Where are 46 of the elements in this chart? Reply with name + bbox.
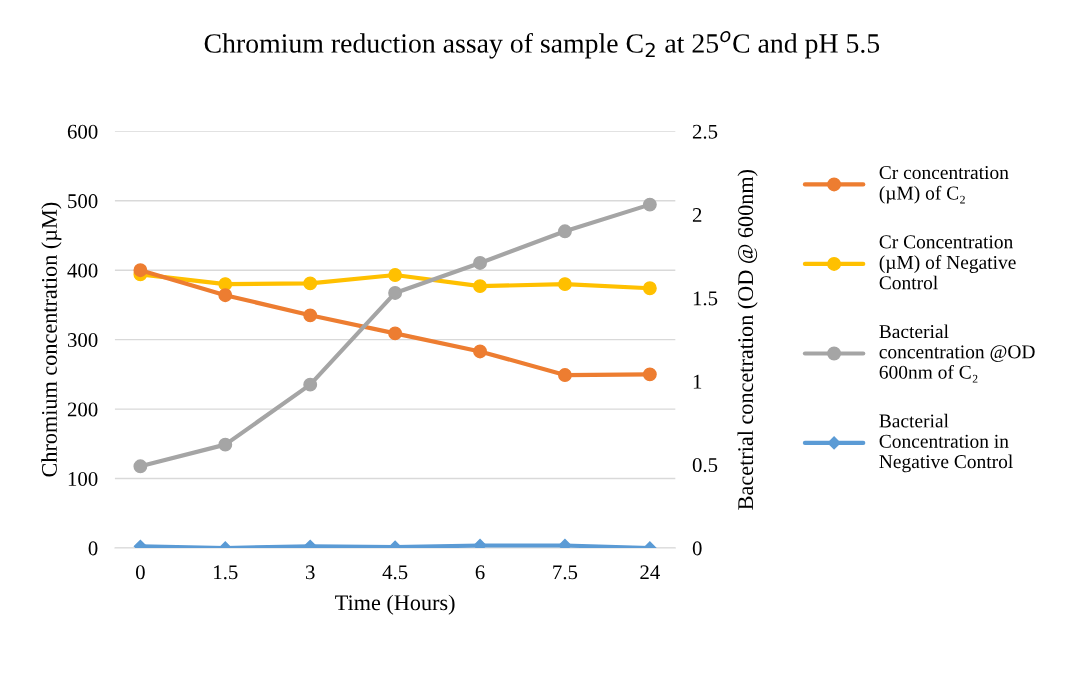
point	[557, 368, 572, 382]
y2-tick-label: 1	[693, 374, 702, 389]
y2-tick-label: 0	[692, 541, 702, 556]
point	[557, 277, 572, 292]
legend-label: Cr concentration (µM) of C₂	[879, 166, 1009, 204]
chart-title: Chromium reduction assay of sample C$_{2}$ at 25$^{o}$C and pH 5.5	[204, 31, 880, 59]
point	[303, 308, 318, 323]
y-tick-label: 300	[67, 333, 98, 348]
point	[388, 268, 403, 282]
y-tick-label: 200	[67, 402, 98, 417]
y-axis-title: Chromium concentration (µM)	[41, 202, 62, 477]
legend-label: Bacterial Concentration in Negative Control	[879, 413, 1013, 473]
y-tick-label: 100	[68, 471, 98, 486]
x-tick-label: 7.5	[553, 565, 578, 580]
legend-label: Bacterial concentration @OD 600nm of C₂	[879, 324, 1035, 383]
x-tick-label: 24	[640, 565, 660, 580]
y-tick-label: 0	[88, 541, 98, 556]
point	[218, 288, 233, 303]
y-tick-label: 400	[67, 263, 98, 278]
point	[133, 263, 148, 278]
y2-tick-label: 1.5	[693, 291, 718, 306]
y2-tick-label: 2	[692, 208, 702, 222]
y2-tick-label: 2.5	[692, 124, 718, 139]
point	[473, 279, 487, 294]
point	[473, 256, 487, 270]
y2-tick-label: 0.5	[692, 458, 718, 473]
point	[388, 286, 403, 300]
x-tick-label: 1.5	[214, 565, 238, 580]
point	[473, 344, 487, 359]
point	[303, 377, 318, 392]
y2-axis-title: Bacetrial concetration (OD @ 600nm)	[737, 169, 758, 510]
point	[642, 367, 657, 382]
point	[218, 437, 233, 452]
legend-label: Cr Concentration (µM) of Negative Control	[879, 235, 1016, 290]
x-tick-label: 3	[305, 565, 315, 580]
point	[557, 224, 572, 239]
point	[642, 281, 657, 296]
point	[303, 276, 318, 291]
point	[642, 197, 657, 212]
x-axis-title: Time (Hours)	[335, 594, 455, 615]
x-tick-label: 6	[475, 565, 485, 580]
x-tick-label: 4.5	[382, 565, 408, 580]
point	[388, 326, 403, 341]
y-tick-label: 600	[67, 124, 98, 139]
y-tick-label: 500	[68, 194, 98, 209]
x-tick-label: 0	[135, 565, 145, 580]
